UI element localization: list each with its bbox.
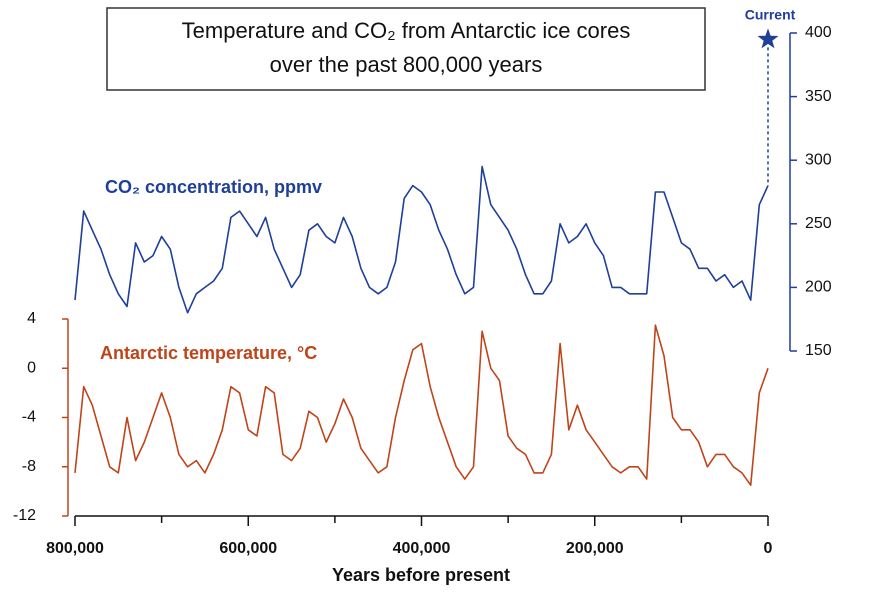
x-tick-label: 200,000 — [566, 540, 624, 557]
y-tick-label: -4 — [22, 409, 36, 426]
x-tick-label: 0 — [764, 540, 773, 557]
y2-tick-label: 350 — [805, 88, 832, 105]
x-tick-label: 400,000 — [393, 540, 451, 557]
legend-label: Antarctic temperature, °C — [100, 343, 317, 363]
y2-tick-label: 150 — [805, 342, 832, 359]
series-line — [74, 165, 769, 314]
title-box — [106, 7, 706, 91]
current-star — [757, 28, 779, 49]
y2-tick-label: 300 — [805, 151, 832, 168]
y2-tick-label: 400 — [805, 24, 832, 41]
legend-label: CO₂ concentration, ppmv — [105, 177, 322, 197]
series-line — [74, 324, 769, 486]
y-tick-label: -12 — [13, 507, 36, 524]
x-axis-label: Years before present — [332, 565, 510, 585]
y2-tick-label: 200 — [805, 279, 832, 296]
current-label: Current — [745, 7, 796, 23]
y-tick-label: 0 — [27, 359, 36, 376]
y2-tick-label: 250 — [805, 215, 832, 232]
x-tick-label: 600,000 — [219, 540, 277, 557]
chart-title: Temperature and CO₂ from Antarctic ice c… — [182, 18, 631, 43]
y-tick-label: 4 — [27, 310, 36, 327]
y-tick-label: -8 — [22, 458, 36, 475]
x-tick-label: 800,000 — [46, 540, 104, 557]
chart-title: over the past 800,000 years — [270, 52, 543, 77]
